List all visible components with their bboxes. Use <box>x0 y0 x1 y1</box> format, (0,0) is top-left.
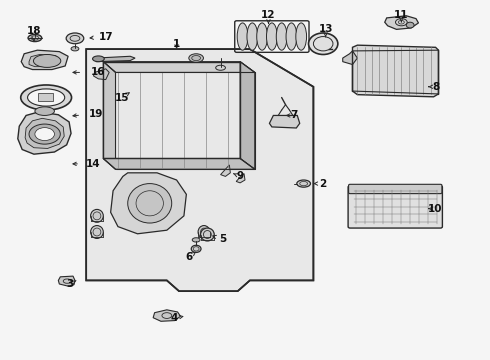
Ellipse shape <box>267 23 277 50</box>
Ellipse shape <box>406 22 414 28</box>
Text: 7: 7 <box>290 111 297 121</box>
Ellipse shape <box>21 85 72 110</box>
Ellipse shape <box>93 56 104 62</box>
Polygon shape <box>86 49 314 291</box>
Polygon shape <box>236 174 245 183</box>
Text: 18: 18 <box>26 26 41 36</box>
Ellipse shape <box>33 54 61 67</box>
Polygon shape <box>38 93 53 101</box>
Polygon shape <box>352 45 439 97</box>
Polygon shape <box>58 276 75 286</box>
Ellipse shape <box>27 89 65 106</box>
Text: 11: 11 <box>394 10 409 20</box>
Text: 8: 8 <box>432 82 439 92</box>
Text: 16: 16 <box>91 67 106 77</box>
Ellipse shape <box>192 238 200 242</box>
Ellipse shape <box>29 124 60 144</box>
Polygon shape <box>111 173 186 234</box>
Ellipse shape <box>71 46 79 51</box>
Text: 12: 12 <box>261 10 276 20</box>
Ellipse shape <box>276 23 287 50</box>
Polygon shape <box>240 62 255 169</box>
Ellipse shape <box>247 23 258 50</box>
Text: 17: 17 <box>98 32 113 41</box>
Ellipse shape <box>200 228 214 241</box>
Ellipse shape <box>191 245 201 252</box>
Text: 3: 3 <box>67 279 74 289</box>
FancyBboxPatch shape <box>348 186 442 228</box>
Polygon shape <box>103 62 116 169</box>
Ellipse shape <box>91 226 103 238</box>
Polygon shape <box>385 16 418 30</box>
Text: 14: 14 <box>86 159 101 169</box>
Ellipse shape <box>237 23 248 50</box>
FancyBboxPatch shape <box>348 184 442 194</box>
Text: 2: 2 <box>319 179 327 189</box>
Polygon shape <box>153 310 180 321</box>
Text: 15: 15 <box>115 93 129 103</box>
Text: 9: 9 <box>237 171 244 181</box>
Ellipse shape <box>35 128 54 140</box>
Text: 10: 10 <box>428 204 443 214</box>
Ellipse shape <box>309 33 338 54</box>
Polygon shape <box>94 69 109 80</box>
Polygon shape <box>270 116 300 128</box>
Ellipse shape <box>91 210 103 222</box>
Ellipse shape <box>257 23 268 50</box>
Ellipse shape <box>28 35 42 41</box>
Polygon shape <box>18 112 71 154</box>
Polygon shape <box>96 56 135 62</box>
Ellipse shape <box>296 23 307 50</box>
Ellipse shape <box>35 107 54 116</box>
Polygon shape <box>343 51 357 64</box>
Ellipse shape <box>189 54 203 62</box>
Polygon shape <box>29 54 60 67</box>
Text: 13: 13 <box>318 24 333 35</box>
Ellipse shape <box>128 184 172 223</box>
Ellipse shape <box>286 23 297 50</box>
Text: 4: 4 <box>171 313 178 323</box>
Polygon shape <box>220 165 230 176</box>
Polygon shape <box>25 118 64 148</box>
Polygon shape <box>21 50 68 69</box>
Text: 6: 6 <box>185 252 193 262</box>
Ellipse shape <box>198 226 210 238</box>
Text: 19: 19 <box>89 109 103 119</box>
Ellipse shape <box>297 180 311 187</box>
Polygon shape <box>103 62 255 72</box>
Text: 1: 1 <box>173 39 180 49</box>
Text: 5: 5 <box>220 234 227 244</box>
Polygon shape <box>103 158 255 169</box>
Ellipse shape <box>66 33 84 44</box>
